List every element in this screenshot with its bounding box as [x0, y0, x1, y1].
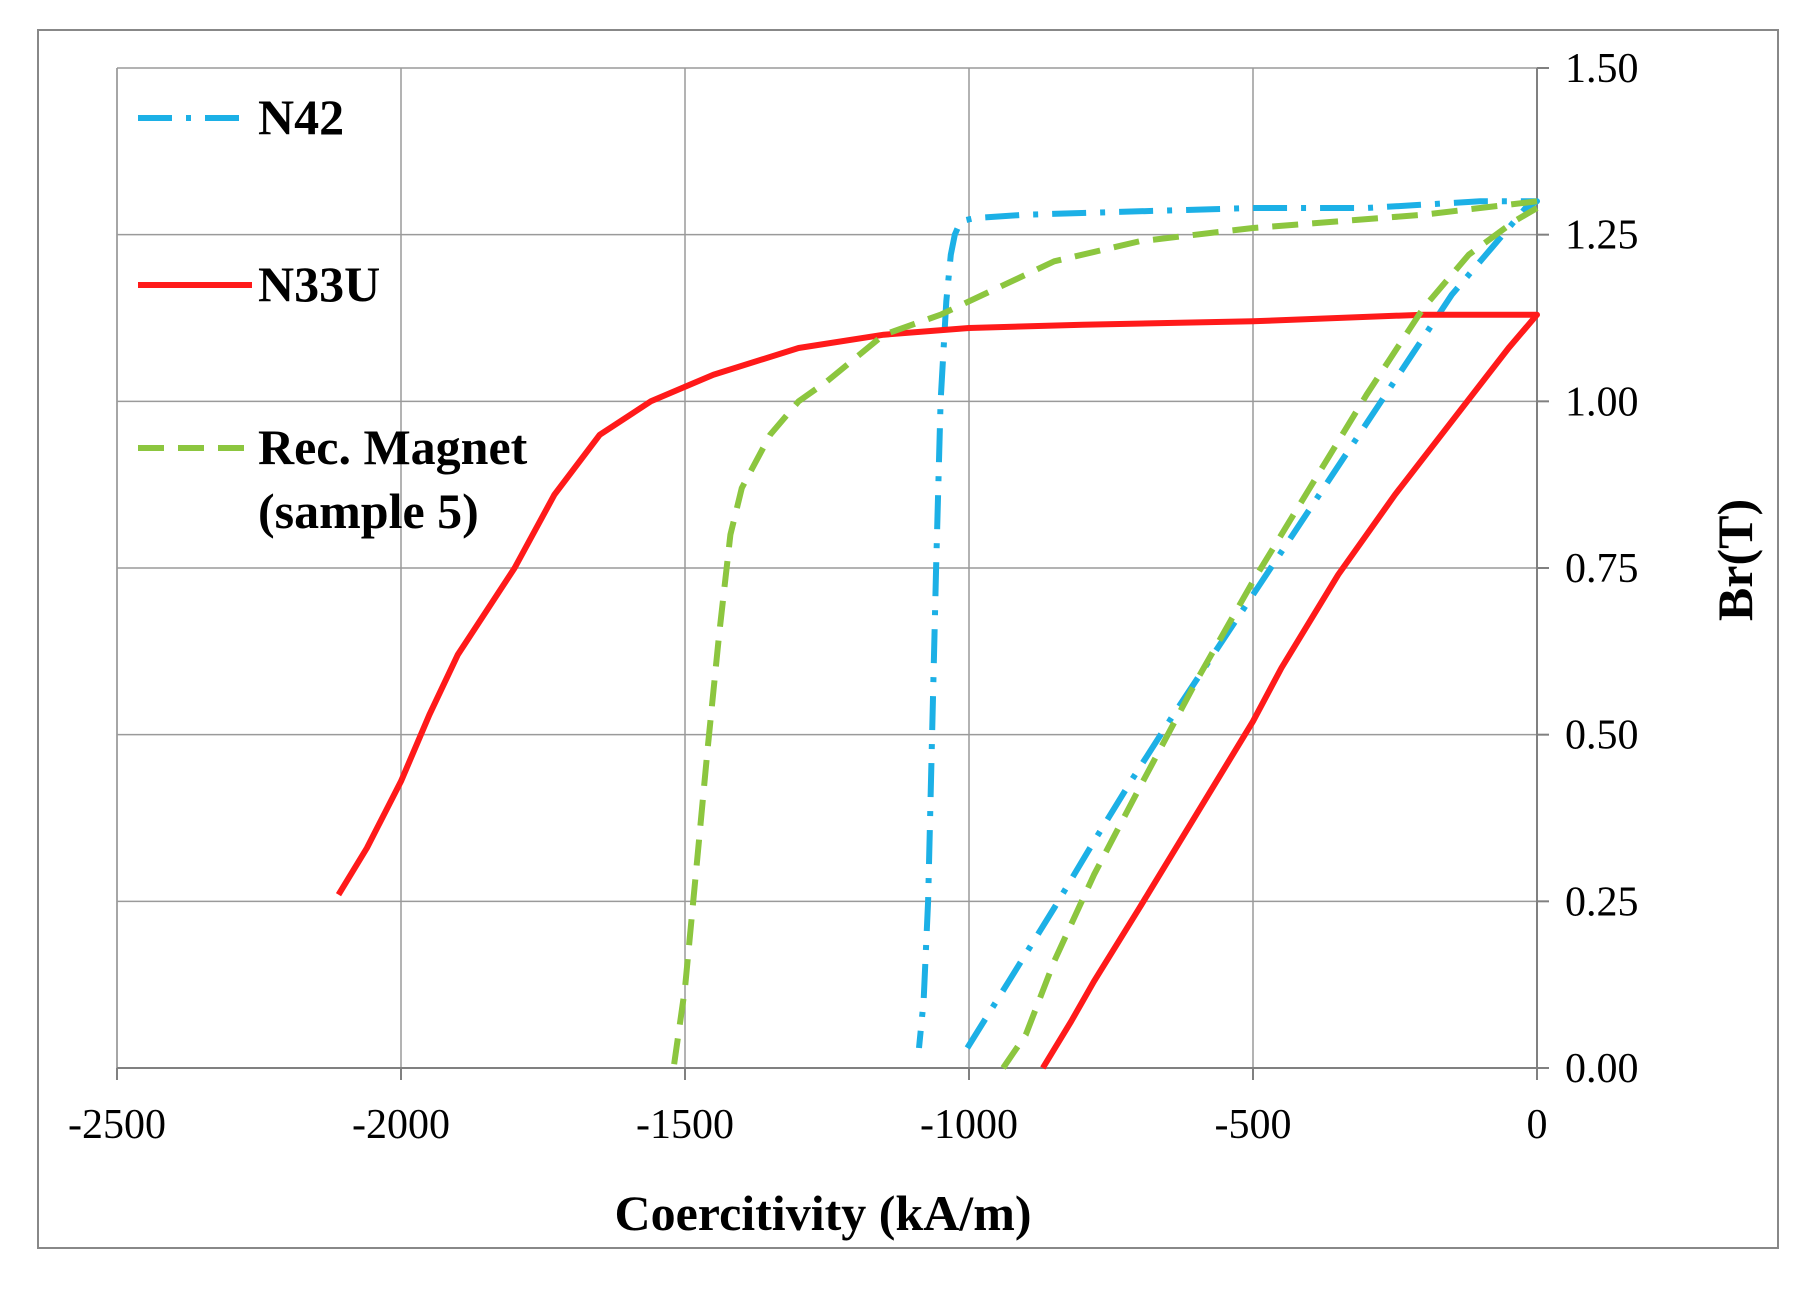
- x-axis-title: Coercitivity (kA/m): [614, 1185, 1031, 1241]
- y-tick-label: 0.50: [1565, 713, 1639, 759]
- y-tick-label: 0.25: [1565, 879, 1639, 925]
- legend-label-n33u: N33U: [258, 256, 380, 312]
- y-tick-label: 1.00: [1565, 379, 1639, 425]
- grid: [116, 67, 1537, 1068]
- legend: N42 N33U Rec. Magnet (sample 5): [138, 89, 528, 539]
- y-tick-label: 0.75: [1565, 546, 1639, 592]
- series-line-rec-magnet-sample-5: [1000, 205, 1539, 1070]
- y-tick-label: 1.25: [1565, 213, 1639, 259]
- y-tick-label: 1.50: [1565, 46, 1639, 92]
- x-tick-label: -2500: [68, 1102, 166, 1148]
- axes: -2500 -2000 -1500 -1000 -500 0 0.00 0.25 0.50 0.7…: [68, 46, 1639, 1148]
- chart-frame: [37, 29, 1779, 1249]
- series-line-n33u: [335, 311, 1540, 1070]
- y-axis-title: Br(T): [1707, 499, 1763, 621]
- legend-label-n42: N42: [258, 89, 344, 145]
- series-line-rec-magnet-sample-5: [670, 198, 1538, 1069]
- legend-label-rec-magnet-sample-5: Rec. Magnet: [258, 419, 528, 475]
- x-tick-label: -500: [1215, 1102, 1292, 1148]
- series-group: [335, 198, 1540, 1070]
- series-line-n42: [916, 198, 1540, 1050]
- x-tick-label: 0: [1527, 1102, 1548, 1148]
- y-tick-label: 0.00: [1565, 1046, 1639, 1092]
- legend-label-rec-magnet-sample-5: (sample 5): [258, 483, 479, 539]
- x-tick-label: -1500: [636, 1102, 734, 1148]
- x-tick-label: -1000: [920, 1102, 1018, 1148]
- x-tick-label: -2000: [352, 1102, 450, 1148]
